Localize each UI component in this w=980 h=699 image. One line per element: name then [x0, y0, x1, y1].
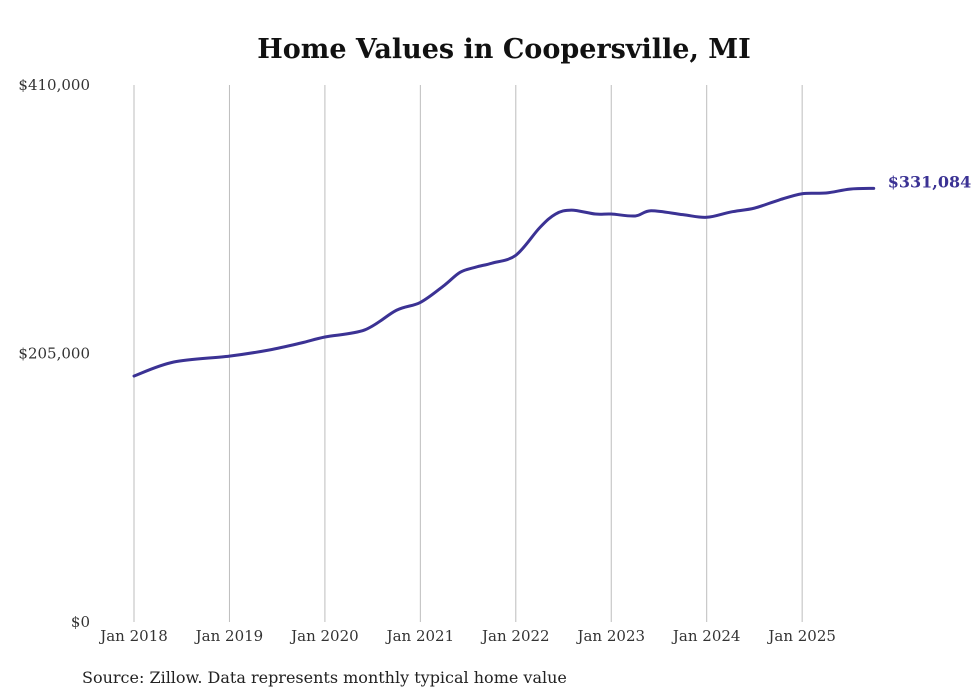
end-value-label: $331,084 — [888, 172, 972, 191]
x-tick-label: Jan 2022 — [480, 627, 550, 645]
x-tick-label: Jan 2023 — [575, 627, 645, 645]
y-tick-label: $0 — [71, 613, 90, 631]
series-line — [132, 186, 876, 378]
y-tick-label: $205,000 — [18, 345, 90, 363]
x-tick-label: Jan 2024 — [671, 627, 741, 645]
chart-title: Home Values in Coopersville, MI — [257, 34, 751, 65]
x-tick-label: Jan 2019 — [194, 627, 264, 645]
x-tick-label: Jan 2018 — [98, 627, 168, 645]
x-tick-label: Jan 2025 — [766, 627, 836, 645]
source-note: Source: Zillow. Data represents monthly … — [82, 668, 567, 687]
x-tick-label: Jan 2021 — [385, 627, 455, 645]
x-tick-label: Jan 2020 — [289, 627, 359, 645]
y-tick-label: $410,000 — [18, 76, 90, 94]
